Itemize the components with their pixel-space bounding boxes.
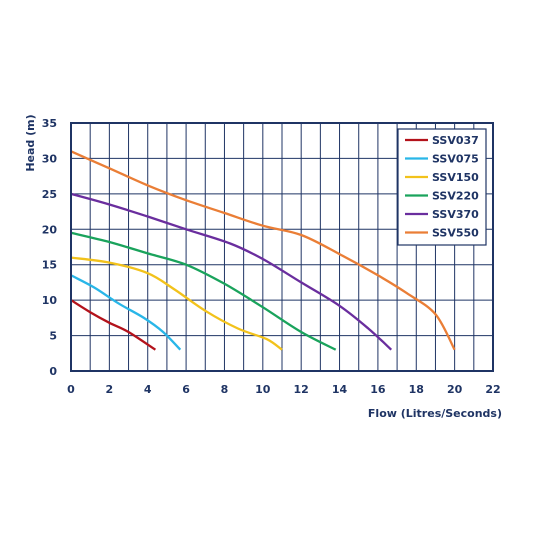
x-tick-label: 16 (370, 383, 386, 396)
x-tick-label: 22 (485, 383, 500, 396)
series-line-ssv037 (70, 299, 157, 351)
series-line-ssv550 (70, 150, 456, 351)
legend-label-ssv550: SSV550 (432, 227, 479, 240)
legend-label-ssv037: SSV037 (432, 134, 479, 147)
series-line-ssv370 (70, 192, 393, 351)
legend: SSV037 SSV075 SSV150 SSV220 SSV370 SSV550 (397, 128, 487, 246)
x-tick-label: 6 (182, 383, 190, 396)
x-tick-label: 14 (332, 383, 348, 396)
y-tick-label: 30 (42, 152, 58, 165)
legend-box (397, 128, 487, 246)
legend-label-ssv370: SSV370 (432, 208, 479, 221)
series-lines (70, 150, 456, 351)
x-tick-label: 2 (106, 383, 114, 396)
y-tick-label: 10 (42, 294, 58, 307)
x-tick-label: 10 (255, 383, 271, 396)
x-tick-label: 12 (294, 383, 309, 396)
y-tick-label: 25 (42, 188, 57, 201)
y-tick-label: 15 (42, 259, 57, 272)
x-tick-label: 0 (67, 383, 75, 396)
x-tick-labels: 0 2 4 6 8 10 12 14 16 18 20 22 (67, 383, 500, 396)
y-tick-labels: 0 5 10 15 20 25 30 35 (42, 117, 58, 378)
x-tick-label: 18 (409, 383, 424, 396)
y-tick-label: 0 (49, 365, 57, 378)
series-line-ssv075 (70, 274, 182, 351)
legend-label-ssv150: SSV150 (432, 171, 479, 184)
y-axis-label: Head (m) (24, 114, 37, 171)
series-line-ssv220 (70, 231, 337, 351)
y-tick-label: 35 (42, 117, 57, 130)
plot-frame (70, 122, 494, 372)
y-tick-label: 5 (49, 330, 57, 343)
x-tick-label: 8 (221, 383, 229, 396)
x-tick-label: 20 (447, 383, 463, 396)
x-tick-label: 4 (144, 383, 152, 396)
series-line-ssv150 (70, 256, 283, 351)
y-tick-label: 20 (42, 223, 58, 236)
x-axis-label: Flow (Litres/Seconds) (368, 407, 502, 420)
legend-label-ssv220: SSV220 (432, 190, 479, 203)
legend-label-ssv075: SSV075 (432, 153, 479, 166)
